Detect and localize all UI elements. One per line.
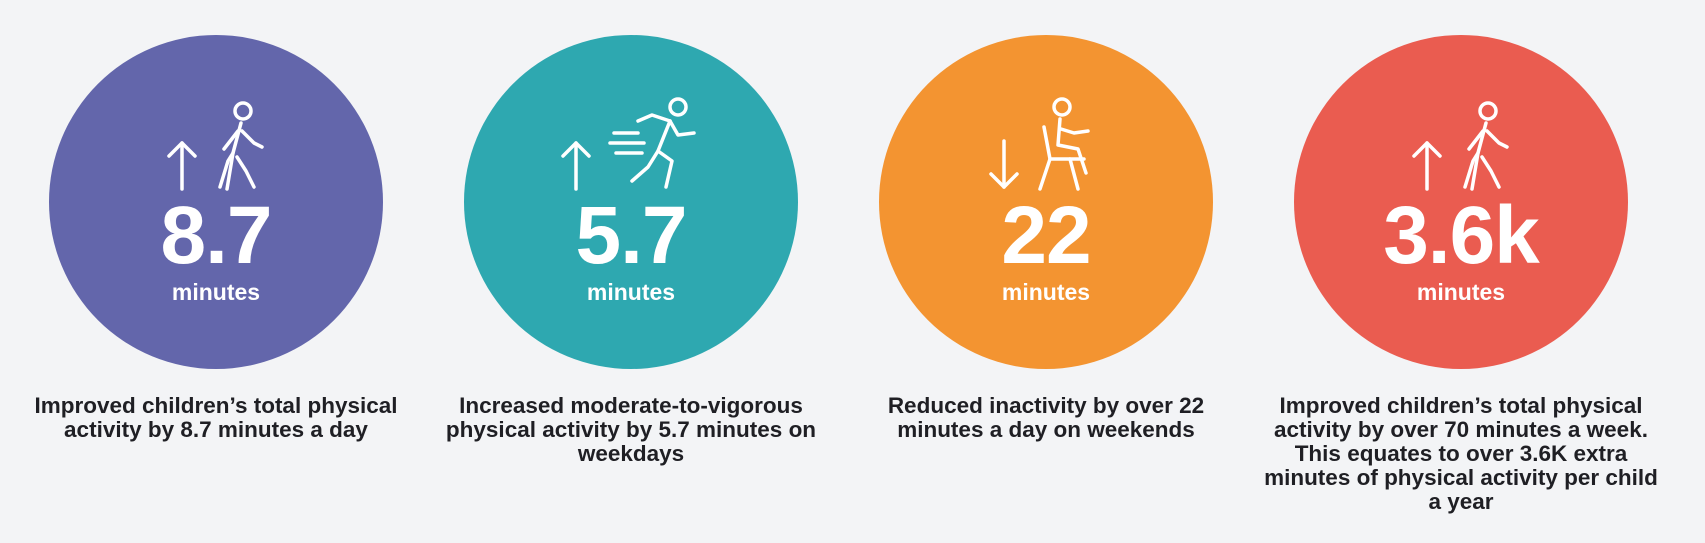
arrow-up-icon	[558, 137, 594, 193]
stat-description: Increased moderate-to-vigorous physical …	[445, 393, 817, 466]
stat-circle: 3.6k minutes	[1294, 35, 1628, 369]
stat-circle: 5.7 minutes	[464, 35, 798, 369]
stat-weekday-activity: 5.7 minutes Increased moderate-to-vigoro…	[421, 0, 841, 543]
running-person-icon	[608, 97, 704, 193]
walking-person-icon	[214, 101, 268, 193]
stat-description: Improved children’s total physical activ…	[34, 393, 398, 442]
stat-value: 22	[1001, 190, 1091, 281]
stat-value: 3.6k	[1383, 190, 1540, 281]
arrow-up-icon	[164, 137, 200, 193]
stat-unit: minutes	[586, 279, 676, 305]
arrow-down-icon	[986, 137, 1022, 193]
stat-description: Improved children’s total physical activ…	[1264, 393, 1658, 514]
stat-unit: minutes	[171, 279, 261, 305]
stat-value: 8.7	[160, 190, 273, 281]
stat-description: Reduced inactivity by over 22 minutes a …	[887, 393, 1205, 442]
stat-circle: 8.7 minutes	[49, 35, 383, 369]
stat-weekend-inactivity: 22 minutes Reduced inactivity by over 22…	[836, 0, 1256, 543]
stat-circle: 22 minutes	[879, 35, 1213, 369]
stat-value: 5.7	[575, 190, 688, 281]
stat-daily-activity: 8.7 minutes Improved children’s total ph…	[6, 0, 426, 543]
stat-yearly-activity: 3.6k minutes Improved children’s total p…	[1251, 0, 1671, 543]
stat-unit: minutes	[1001, 279, 1091, 305]
seated-person-icon	[1036, 97, 1106, 193]
arrow-up-icon	[1409, 137, 1445, 193]
stat-unit: minutes	[1416, 279, 1506, 305]
walking-person-icon	[1459, 101, 1513, 193]
